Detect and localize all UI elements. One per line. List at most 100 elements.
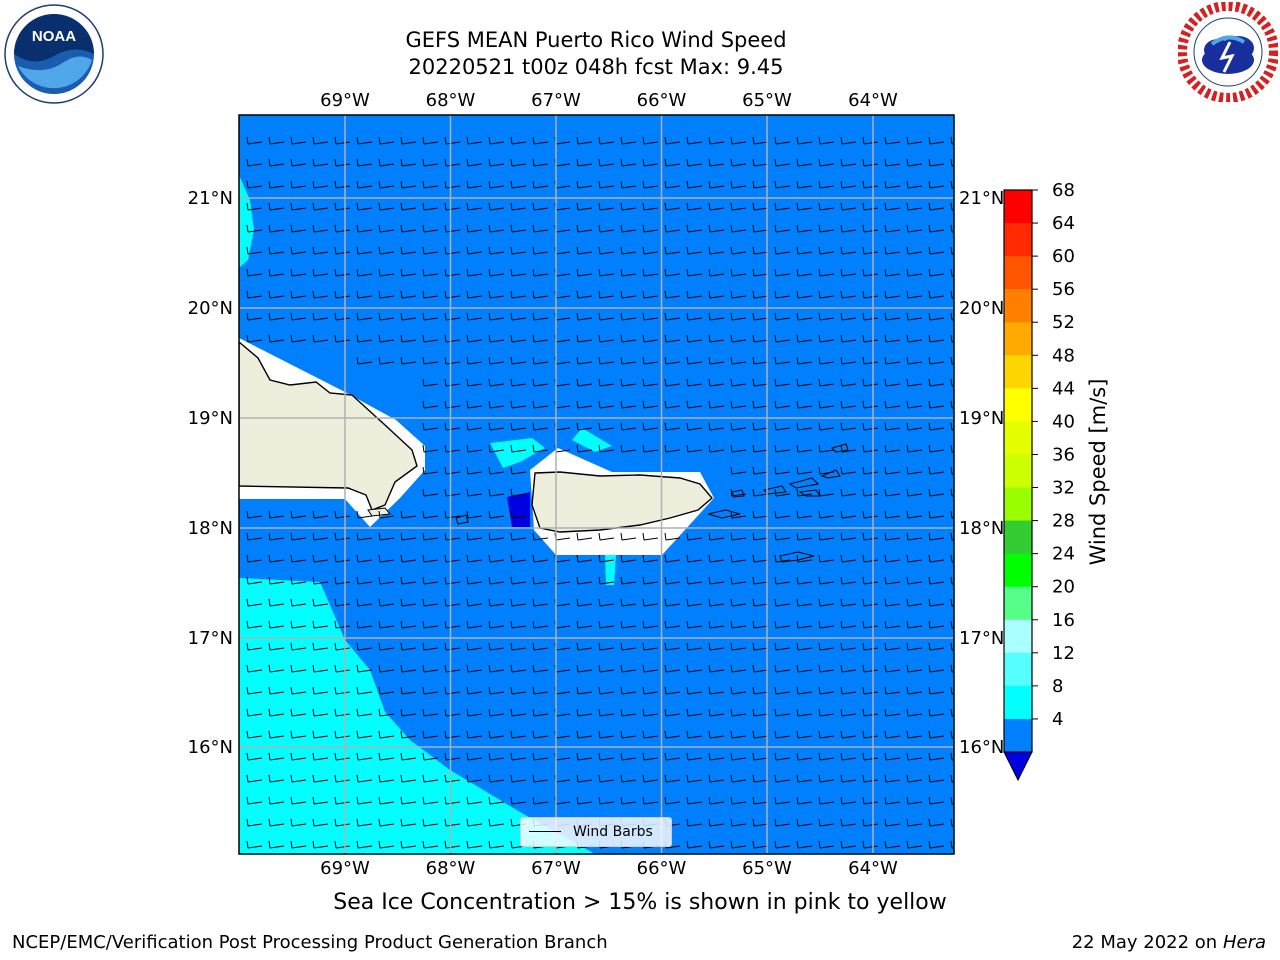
- map-title: GEFS MEAN Puerto Rico Wind Speed: [405, 28, 787, 52]
- wind-barb: [312, 752, 329, 761]
- wind-barb: [796, 356, 813, 365]
- wind-barb: [708, 708, 725, 717]
- wind-barb: [510, 136, 527, 145]
- wind-barb: [906, 268, 923, 277]
- wind-barb: [950, 400, 954, 409]
- wind-barb: [356, 312, 373, 321]
- wind-barb: [950, 422, 954, 431]
- wind-barb: [510, 686, 527, 695]
- wind-barb: [444, 356, 461, 365]
- map-subtitle: 20220521 t00z 048h fcst Max: 9.45: [408, 55, 784, 79]
- wind-barb: [466, 642, 483, 651]
- wind-barb: [730, 686, 747, 695]
- wind-barb: [576, 378, 593, 387]
- wind-barb: [906, 686, 923, 695]
- wind-barb: [620, 620, 637, 629]
- wind-barb: [840, 488, 857, 497]
- wind-barb: [312, 598, 329, 607]
- wind-barb: [532, 532, 549, 541]
- wind-barb: [444, 290, 461, 299]
- wind-barb: [510, 532, 527, 541]
- longitude-labels-bottom: 69°W 68°W 67°W 66°W 65°W 64°W: [320, 858, 898, 879]
- wind-barb: [510, 620, 527, 629]
- wind-barb: [642, 532, 659, 541]
- wind-barb: [840, 466, 857, 475]
- wind-barb: [598, 774, 615, 783]
- wind-barb: [818, 620, 835, 629]
- wind-barb: [840, 400, 857, 409]
- colorbar-tick-label: 20: [1052, 577, 1075, 598]
- wind-barb: [334, 730, 351, 739]
- colorbar-bin: [1004, 322, 1032, 356]
- wind-barb: [290, 312, 307, 321]
- wind-barb: [422, 840, 439, 849]
- wind-barb: [950, 246, 954, 255]
- wind-barb: [400, 664, 417, 673]
- wind-barb: [796, 378, 813, 387]
- wind-barb: [466, 488, 483, 497]
- wind-barb: [840, 290, 857, 299]
- wind-barb: [466, 752, 483, 761]
- wind-barb: [642, 620, 659, 629]
- wind-barb: [730, 576, 747, 585]
- wind-barb: [620, 180, 637, 189]
- colorbar-bin: [1004, 619, 1032, 654]
- wind-barb: [510, 752, 527, 761]
- wind-barb: [752, 466, 769, 475]
- wind-barb: [246, 752, 263, 761]
- wind-barb: [598, 532, 615, 541]
- wind-barb: [620, 774, 637, 783]
- wind-barb: [686, 158, 703, 167]
- wind-barb: [444, 774, 461, 783]
- wind-barb: [598, 620, 615, 629]
- wind-barb: [708, 774, 725, 783]
- wind-barb: [532, 246, 549, 255]
- colorbar-bin: [1004, 388, 1032, 422]
- wind-barb: [906, 290, 923, 299]
- wind-barb: [488, 840, 505, 849]
- wind-barb: [752, 598, 769, 607]
- wind-barb: [532, 422, 549, 431]
- wind-barb: [884, 576, 901, 585]
- wind-barb: [444, 466, 461, 475]
- wind-barb: [576, 598, 593, 607]
- wind-barb: [510, 642, 527, 651]
- wind-barb: [642, 202, 659, 211]
- wind-barb: [466, 268, 483, 277]
- wind-barb: [708, 180, 725, 189]
- wind-barb: [664, 686, 681, 695]
- wind-barb: [466, 796, 483, 805]
- wind-barb: [774, 774, 791, 783]
- wind-barb: [400, 686, 417, 695]
- wind-barb: [334, 202, 351, 211]
- wind-barb: [884, 532, 901, 541]
- wind-barb: [268, 620, 285, 629]
- wind-barb: [246, 708, 263, 717]
- wind-barb: [862, 598, 879, 607]
- wind-barb: [422, 818, 439, 827]
- wind-barb: [796, 730, 813, 739]
- wind-barb: [686, 202, 703, 211]
- wind-barb: [950, 752, 954, 761]
- wind-barb: [950, 356, 954, 365]
- wind-barb: [862, 334, 879, 343]
- lon-label-top: 66°W: [637, 90, 687, 111]
- wind-barb: [818, 466, 835, 475]
- wind-barb: [862, 246, 879, 255]
- wind-barb: [730, 708, 747, 717]
- wind-barb: [796, 752, 813, 761]
- wind-barb: [422, 664, 439, 673]
- wind-barb: [796, 246, 813, 255]
- wind-barb: [422, 708, 439, 717]
- lat-label-left: 17°N: [188, 628, 233, 649]
- wind-barb: [466, 290, 483, 299]
- wind-barb: [488, 180, 505, 189]
- wind-barb: [730, 246, 747, 255]
- wind-barb: [730, 378, 747, 387]
- latitude-labels-right: 21°N 20°N 19°N 18°N 17°N 16°N: [959, 188, 1004, 758]
- wind-barb: [818, 488, 835, 497]
- wind-barb: [422, 598, 439, 607]
- wind-barb: [620, 290, 637, 299]
- wind-barb: [884, 796, 901, 805]
- wind-barb: [268, 312, 285, 321]
